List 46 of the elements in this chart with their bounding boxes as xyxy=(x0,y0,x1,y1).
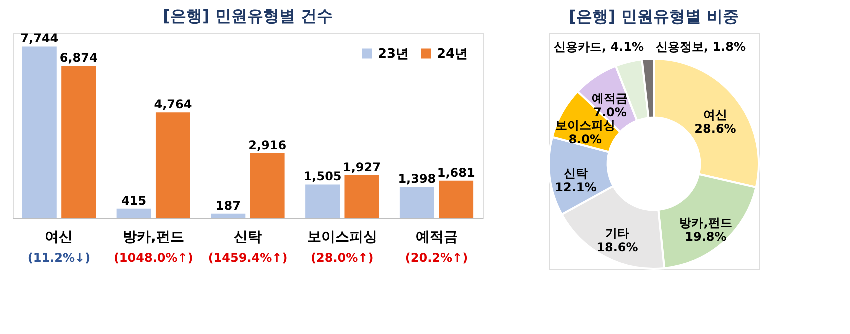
slice-label: 신용카드, 4.1% xyxy=(554,40,644,54)
bar xyxy=(400,187,434,218)
data-label: 18.6% xyxy=(596,240,638,255)
data-label: 7,744 xyxy=(20,32,59,46)
data-label: 28.6% xyxy=(694,122,736,136)
data-label: 8.0% xyxy=(568,132,602,147)
bar xyxy=(62,66,96,218)
x-tick-label: 신탁 xyxy=(234,230,262,246)
data-label: 12.1% xyxy=(555,180,597,195)
data-label: 1,398 xyxy=(398,172,436,186)
slice-label: 기타 xyxy=(605,226,630,241)
bar xyxy=(211,214,246,218)
text: (1048.0%↑) xyxy=(114,251,194,265)
bar xyxy=(22,46,57,218)
legend-label: 23년 xyxy=(378,46,410,62)
x-tick-label: 여신 xyxy=(45,230,74,246)
data-label: 6,874 xyxy=(60,50,98,65)
data-label: 415 xyxy=(122,194,147,208)
data-label: 1,505 xyxy=(304,170,342,184)
bar xyxy=(344,175,380,218)
data-label: 4,764 xyxy=(154,98,192,112)
data-label: 19.8% xyxy=(685,230,727,244)
slice-label: 여신 xyxy=(703,108,728,122)
slice-label: 신용정보, 1.8% xyxy=(656,40,746,54)
data-label: 1,681 xyxy=(437,166,476,180)
data-label: 1,927 xyxy=(342,160,381,174)
legend-label: 24년 xyxy=(437,46,468,62)
data-label: 2,916 xyxy=(248,138,287,152)
data-label: 187 xyxy=(216,198,241,213)
bar xyxy=(116,208,152,218)
x-tick-label: 방카,펀드 xyxy=(122,230,184,246)
bar xyxy=(439,180,474,218)
text: (20.2%↑) xyxy=(405,251,468,265)
slice-label: 신탁 xyxy=(564,166,588,181)
text: (1459.4%↑) xyxy=(208,251,288,265)
x-tick-label: 예적금 xyxy=(416,230,458,246)
slice-label: 예적금 xyxy=(592,92,628,106)
bar xyxy=(156,112,190,218)
chart-title: [은행] 민원유형별 건수 xyxy=(163,6,333,26)
x-tick-label: 보이스피싱 xyxy=(307,230,378,246)
text: (28.0%↑) xyxy=(311,251,374,265)
bar xyxy=(306,184,340,218)
bar xyxy=(250,154,285,218)
slice-label: 방카,펀드 xyxy=(680,216,732,230)
text: (11.2%↓) xyxy=(28,251,91,265)
chart-title: [은행] 민원유형별 비중 xyxy=(569,7,739,26)
